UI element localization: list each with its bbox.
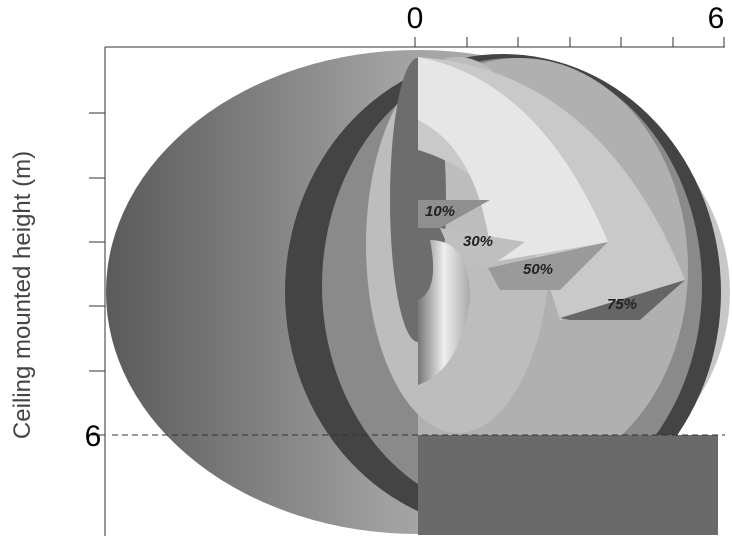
- zone-label: 30%: [463, 233, 493, 250]
- zone-label: 10%: [425, 203, 455, 220]
- zone-label: 75%: [607, 296, 637, 313]
- y-axis-title: Ceiling mounted height (m): [9, 151, 36, 439]
- axis-label: 6: [708, 2, 725, 35]
- axis-label: 0: [407, 2, 424, 35]
- detection-pattern: [106, 50, 730, 535]
- axis-label: 6: [85, 420, 102, 453]
- ticks: [89, 37, 725, 436]
- zone-label: 50%: [523, 261, 553, 278]
